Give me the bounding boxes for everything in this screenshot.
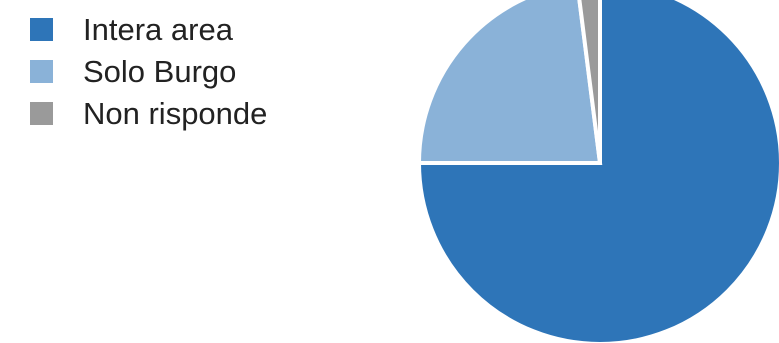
slice-non-risponde (577, 0, 602, 164)
legend-swatch-solo-burgo (30, 59, 53, 83)
legend-label-solo-burgo: Solo Burgo (83, 53, 237, 89)
legend-label-intera-area: Intera area (83, 11, 233, 47)
legend-item-intera-area: Intera area (30, 8, 267, 50)
slice-solo-burgo (416, 0, 603, 165)
legend-label-non-risponde: Non risponde (83, 95, 268, 131)
chart-legend: Intera area Solo Burgo Non risponde (30, 8, 267, 134)
legend-item-solo-burgo: Solo Burgo (30, 50, 267, 92)
legend-swatch-intera-area (30, 17, 53, 41)
legend-swatch-non-risponde (30, 101, 53, 125)
slice-intera-area (416, 0, 779, 343)
legend-item-non-risponde: Non risponde (30, 92, 267, 134)
